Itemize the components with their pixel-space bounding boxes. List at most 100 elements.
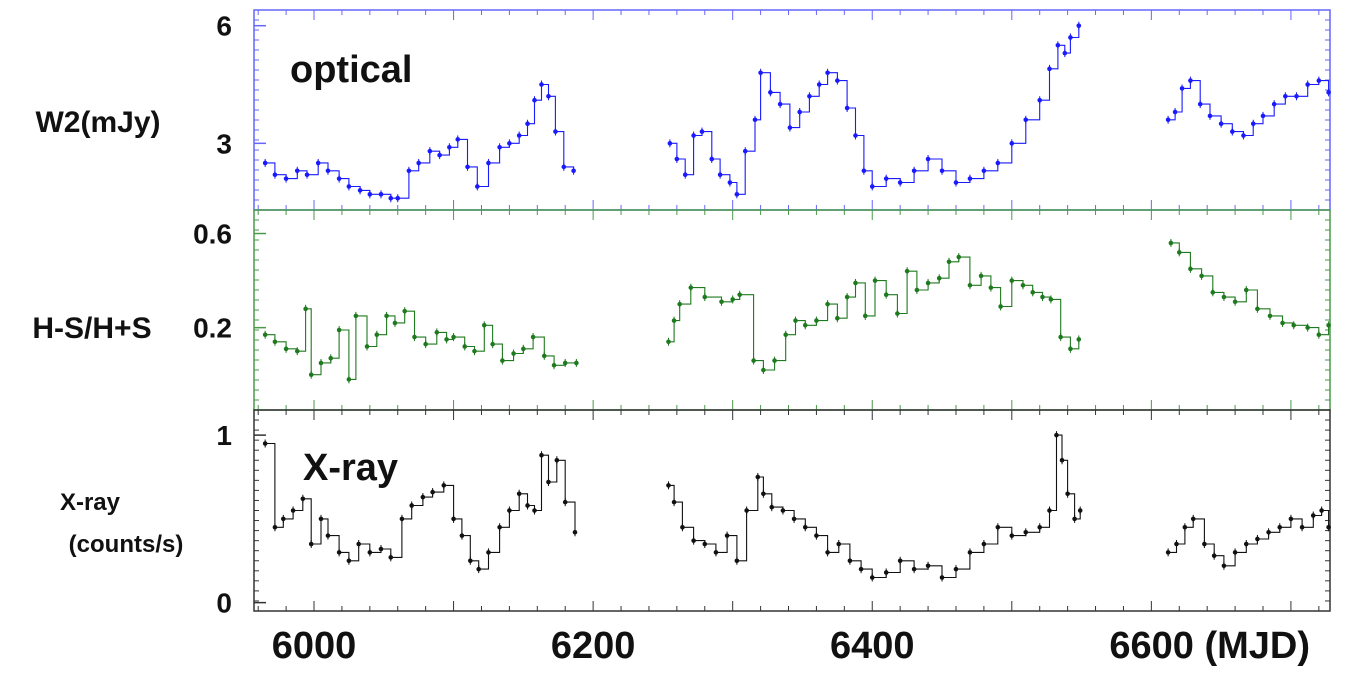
data-point [719, 299, 724, 305]
data-point [283, 176, 289, 181]
data-point [734, 558, 740, 564]
data-point [507, 141, 512, 146]
data-point [437, 152, 442, 158]
data-point [1055, 42, 1061, 48]
data-point [1207, 113, 1213, 119]
data-point [1188, 266, 1193, 272]
data-point [802, 322, 808, 328]
data-point [853, 280, 858, 286]
data-point [1294, 93, 1299, 99]
hardness-series [262, 238, 1331, 384]
data-point [336, 176, 342, 181]
data-point [336, 327, 342, 333]
data-point [939, 575, 945, 580]
data-point [872, 278, 878, 283]
data-point [1230, 129, 1235, 134]
data-point [451, 516, 456, 522]
data-point [1319, 508, 1324, 513]
data-point [388, 195, 394, 201]
data-point [783, 332, 789, 338]
data-point [667, 141, 673, 146]
data-point [793, 318, 798, 323]
optical-series [262, 21, 1331, 203]
data-point [507, 508, 512, 513]
data-point [967, 282, 973, 288]
data-point [530, 334, 536, 340]
data-point [353, 313, 359, 319]
data-point [925, 156, 931, 162]
data-point [532, 508, 537, 513]
data-point [861, 168, 867, 174]
data-point [447, 144, 452, 150]
data-point [412, 334, 417, 340]
data-point [680, 524, 685, 530]
data-point [430, 489, 435, 495]
data-point [953, 566, 959, 572]
data-point [511, 351, 516, 356]
data-point [925, 280, 931, 286]
data-point [1188, 78, 1193, 83]
data-point [1241, 133, 1246, 138]
data-point [455, 137, 461, 142]
data-point [384, 313, 389, 319]
data-point [727, 180, 733, 185]
data-point [1030, 290, 1036, 295]
data-point [883, 176, 889, 181]
data-point [486, 550, 491, 555]
data-point [525, 503, 530, 508]
optical-panel: 36 W2(mJy) optical [35, 9, 1331, 211]
data-point [883, 292, 889, 298]
data-point [1009, 141, 1015, 146]
data-point [713, 550, 719, 555]
optical-panel-frame [253, 9, 1331, 211]
data-point [1316, 332, 1322, 338]
data-point [1221, 563, 1227, 569]
xray-ticks [254, 410, 1330, 611]
data-point [562, 360, 568, 366]
data-point [814, 318, 819, 323]
data-point [262, 441, 268, 446]
data-point [835, 315, 840, 321]
data-point [303, 306, 308, 312]
y-tick-label: 3 [216, 128, 232, 159]
data-point [1059, 457, 1065, 463]
data-point [434, 330, 440, 335]
data-point [328, 355, 334, 361]
data-point [367, 192, 373, 197]
series-line [265, 242, 1330, 380]
data-point [883, 570, 889, 575]
data-point [1199, 273, 1204, 279]
data-point [816, 82, 822, 87]
hardness-ticks [254, 210, 1330, 410]
data-point [281, 516, 286, 522]
data-point [769, 504, 775, 510]
data-point [1221, 294, 1227, 300]
data-point [402, 308, 408, 314]
data-point [262, 332, 268, 338]
data-point [516, 491, 522, 497]
data-point [699, 129, 705, 134]
data-point [1326, 322, 1331, 328]
data-point [844, 105, 850, 111]
data-point [451, 334, 456, 340]
y-tick-label: 0 [216, 588, 232, 619]
data-point [1288, 516, 1294, 522]
data-point [1267, 313, 1273, 319]
data-point [294, 168, 300, 174]
data-point [272, 172, 278, 178]
data-point [1068, 35, 1073, 40]
data-point [486, 160, 491, 166]
data-point [768, 90, 773, 95]
data-point [420, 494, 426, 500]
data-point [936, 275, 942, 281]
data-point [553, 129, 558, 134]
data-point [1068, 346, 1073, 352]
data-point [521, 346, 526, 352]
data-point [744, 508, 749, 513]
data-point [325, 533, 331, 538]
optical-annotation: optical [290, 49, 412, 91]
data-point [1243, 541, 1249, 547]
data-point [1190, 516, 1196, 522]
data-point [395, 195, 401, 201]
data-point [541, 353, 547, 359]
